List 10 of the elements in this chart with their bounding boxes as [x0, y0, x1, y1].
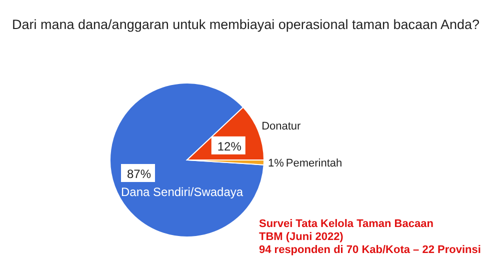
data-label: 87% [127, 167, 152, 181]
slice-label: Pemerintah [286, 157, 342, 170]
slice-label: Donatur [262, 120, 302, 133]
text: TBM (Juni 2022) [259, 231, 344, 244]
chart-title: Dari mana dana/anggaran untuk membiayai operasional taman bacaan Anda? [12, 17, 480, 32]
data-label: 12% [217, 139, 242, 154]
data-label: 1% [268, 157, 284, 170]
slice-label: Dana Sendiri/Swadaya [121, 185, 244, 199]
text: Survei Tata Kelola Taman Bacaan [259, 218, 434, 231]
text: 94 responden di 70 Kab/Kota – 22 Provinsi [259, 244, 481, 257]
